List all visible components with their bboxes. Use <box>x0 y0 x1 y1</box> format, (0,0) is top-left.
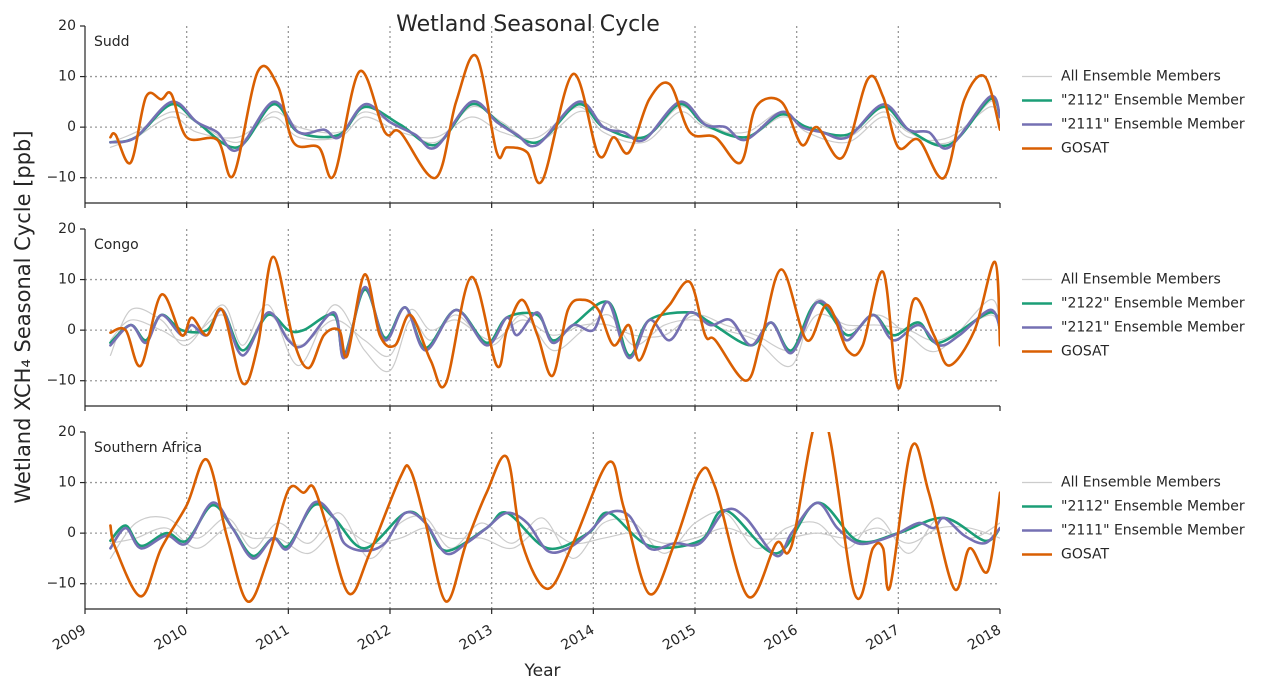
x-tick-label: 2011 <box>253 622 292 654</box>
y-tick-label: 0 <box>67 322 76 338</box>
y-tick-label: 10 <box>58 272 76 288</box>
y-tick-label: −10 <box>46 170 76 186</box>
plot-area <box>109 432 1000 603</box>
series-line <box>109 285 1000 360</box>
x-tick-label: 2016 <box>762 622 801 654</box>
legend-label: GOSAT <box>1061 141 1110 157</box>
y-tick-label: 20 <box>58 424 76 440</box>
y-axis-label: Wetland XCH₄ Seasonal Cycle [ppb] <box>11 130 35 503</box>
x-tick-label: 2013 <box>457 622 496 654</box>
series-line <box>109 500 1000 560</box>
series-line <box>109 288 1000 357</box>
x-tick-label: 2014 <box>558 622 597 654</box>
series-line <box>109 53 1000 185</box>
panel-title: Sudd <box>94 34 130 50</box>
plot-area <box>109 53 1000 185</box>
legend-label: "2121" Ensemble Member <box>1061 320 1245 336</box>
panel-title: Congo <box>94 237 139 253</box>
y-tick-label: 20 <box>58 18 76 34</box>
x-tick-label: 2015 <box>660 622 699 654</box>
series-line <box>109 432 1000 603</box>
panel-title: Southern Africa <box>94 440 202 456</box>
y-tick-label: 0 <box>67 119 76 135</box>
x-tick-label: 2018 <box>965 622 1004 654</box>
legend-label: All Ensemble Members <box>1061 69 1221 85</box>
legend-label: GOSAT <box>1061 344 1110 360</box>
legend-label: "2122" Ensemble Member <box>1061 296 1245 312</box>
y-tick-label: 20 <box>58 221 76 237</box>
y-tick-label: 10 <box>58 69 76 85</box>
legend-label: "2112" Ensemble Member <box>1061 499 1245 515</box>
legend-label: "2112" Ensemble Member <box>1061 93 1245 109</box>
legend-label: All Ensemble Members <box>1061 272 1221 288</box>
series-line <box>109 255 1000 390</box>
x-tick-label: 2017 <box>863 622 902 654</box>
legend-label: GOSAT <box>1061 547 1110 563</box>
x-tick-label: 2010 <box>152 622 191 654</box>
legend-label: "2111" Ensemble Member <box>1061 117 1245 133</box>
legend-label: All Ensemble Members <box>1061 475 1221 491</box>
x-axis-label: Year <box>524 661 561 680</box>
y-tick-label: −10 <box>46 373 76 389</box>
figure-title: Wetland Seasonal Cycle <box>396 12 660 37</box>
y-tick-label: −10 <box>46 576 76 592</box>
legend-label: "2111" Ensemble Member <box>1061 523 1245 539</box>
y-tick-label: 10 <box>58 475 76 491</box>
x-tick-label: 2012 <box>355 622 394 654</box>
y-tick-label: 0 <box>67 525 76 541</box>
x-tick-label: 2009 <box>50 622 89 654</box>
plot-area <box>109 255 1000 390</box>
